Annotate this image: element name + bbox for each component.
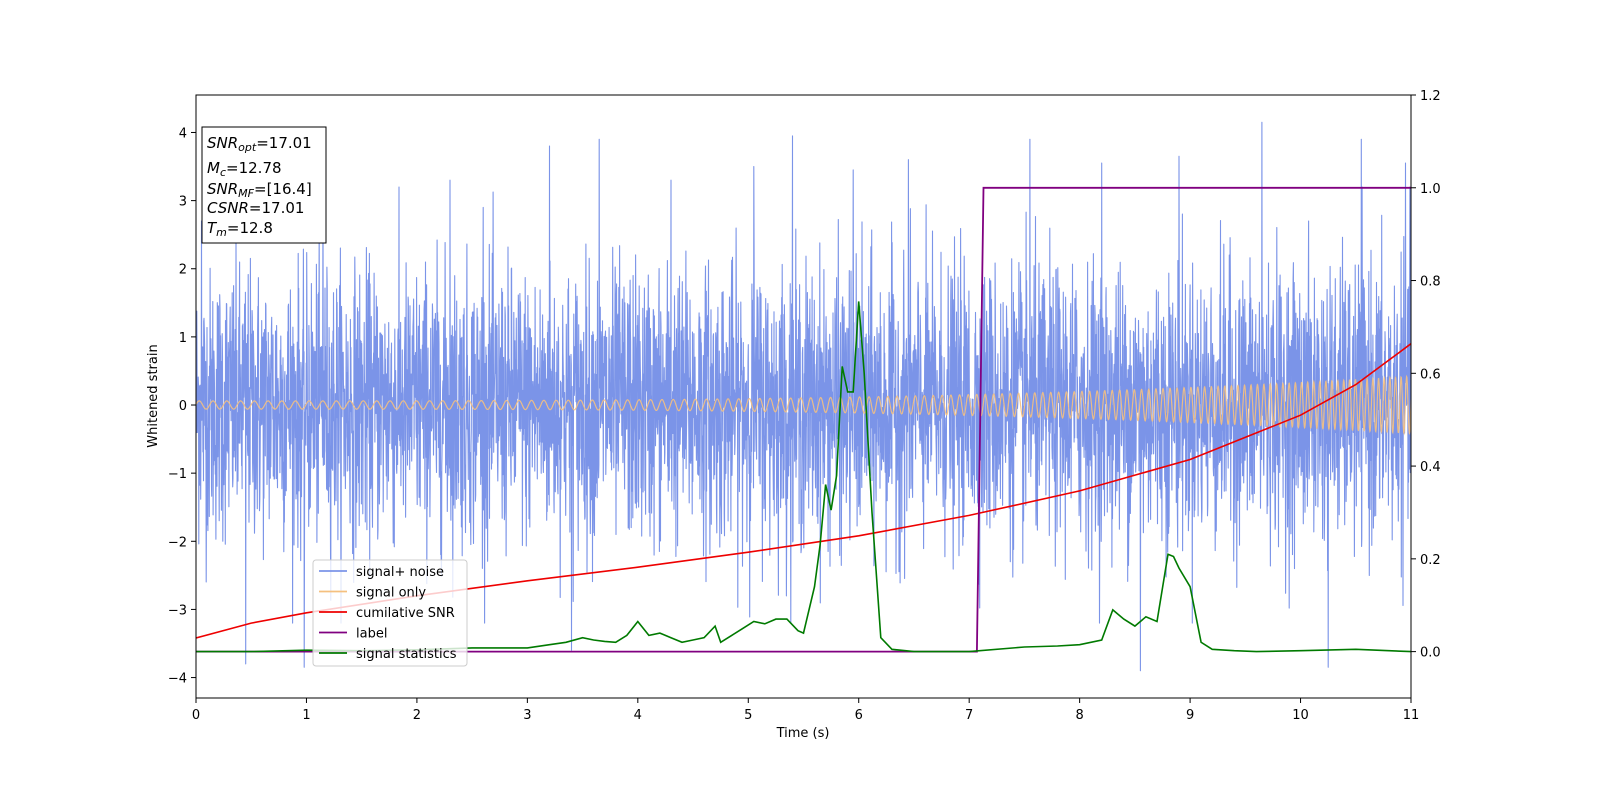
series-signal-noise <box>196 121 1411 672</box>
x-tick-label: 6 <box>855 708 863 723</box>
y-tick-label: −2 <box>168 535 187 550</box>
x-tick-label: 9 <box>1186 708 1194 723</box>
y2-tick-label: 0.0 <box>1420 646 1441 661</box>
y-tick-label: 2 <box>179 263 187 278</box>
x-tick-label: 4 <box>634 708 642 723</box>
axes-frame <box>195 94 1412 699</box>
legend-label: cumilative SNR <box>356 606 455 621</box>
x-tick-label: 8 <box>1075 708 1083 723</box>
y-axis-label: Whitened strain <box>146 344 161 447</box>
y2-tick-label: 0.6 <box>1420 367 1441 382</box>
legend: signal+ noise signal only cumilative SNR la… <box>312 559 468 667</box>
legend-label: signal statistics <box>356 647 457 662</box>
y-tick-label: 1 <box>179 331 187 346</box>
x-tick-label: 10 <box>1292 708 1309 723</box>
y-tick-label: −3 <box>168 603 187 618</box>
info-line: Tm=12.8 <box>207 219 273 239</box>
x-tick-label: 7 <box>965 708 973 723</box>
series-signal-statistics <box>196 301 1411 653</box>
x-tick-label: 3 <box>523 708 531 723</box>
series-signal-only <box>196 374 1411 436</box>
x-tick-label: 0 <box>192 708 200 723</box>
y2-tick-label: 1.0 <box>1420 182 1441 197</box>
y-tick-label: 3 <box>179 195 187 210</box>
info-line: SNRopt=17.01 <box>207 134 312 154</box>
y-tick-label: −1 <box>168 467 187 482</box>
info-line: SNRMF=[16.4] <box>207 180 312 200</box>
legend-label: signal only <box>356 586 426 601</box>
y-tick-label: 0 <box>179 399 187 414</box>
legend-label: label <box>356 627 387 642</box>
y-tick-label: 4 <box>179 126 187 141</box>
y-axis-right: 0.0 0.2 0.4 0.6 0.8 1.0 1.2 <box>1411 89 1441 661</box>
y-axis-left: −4 −3 −2 −1 0 1 2 3 4 <box>168 126 196 687</box>
legend-label: signal+ noise <box>356 565 444 580</box>
y2-tick-label: 1.2 <box>1420 89 1441 104</box>
info-line: Mc=12.78 <box>207 159 282 179</box>
x-tick-label: 1 <box>302 708 310 723</box>
x-axis-label: Time (s) <box>776 726 830 741</box>
x-tick-label: 2 <box>413 708 421 723</box>
y2-tick-label: 0.2 <box>1420 553 1441 568</box>
x-tick-label: 5 <box>744 708 752 723</box>
x-tick-label: 11 <box>1403 708 1420 723</box>
y2-tick-label: 0.4 <box>1420 460 1441 475</box>
info-box-frame <box>201 126 327 244</box>
legend-frame <box>312 559 468 667</box>
y-tick-label: −4 <box>168 672 187 687</box>
info-box: SNRopt=17.01 Mc=12.78SNRMF=[16.4]CSNR=17.… <box>201 126 327 244</box>
info-line: CSNR=17.01 <box>207 199 304 217</box>
series-label <box>196 186 1411 653</box>
y2-tick-label: 0.8 <box>1420 275 1441 290</box>
x-axis: 0 1 2 3 4 5 6 7 8 9 10 11 <box>192 698 1419 723</box>
